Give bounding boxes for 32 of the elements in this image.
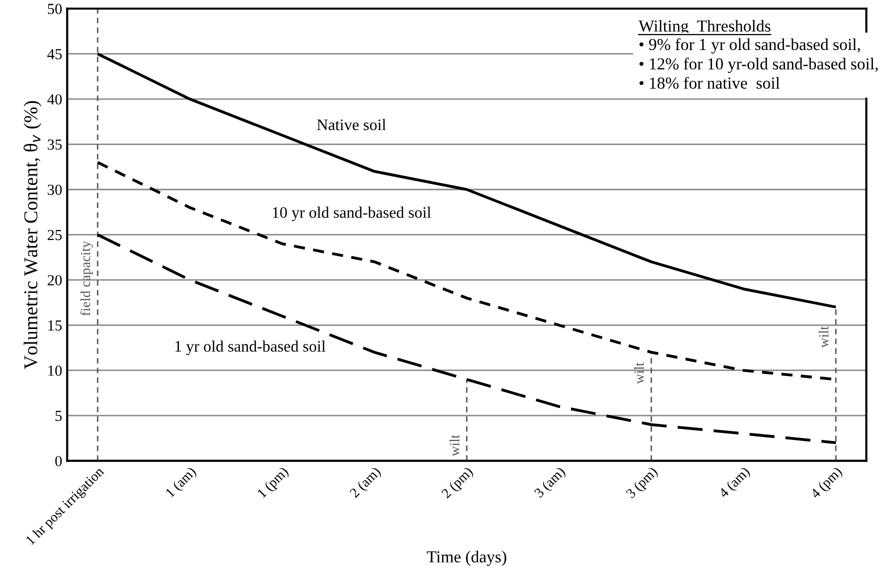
- x-tick-label: 1 (pm): [256, 466, 291, 500]
- x-tick-label: 4 (am): [718, 466, 752, 500]
- y-tick-label: 35: [48, 139, 62, 150]
- y-tick-label: 50: [48, 4, 62, 14]
- series-label: 10 yr old sand-based soil: [272, 206, 431, 222]
- x-tick-label: 4 (pm): [810, 466, 844, 501]
- annotation: • 18% for native soil: [640, 76, 780, 89]
- x-tick-label: 1 (am): [164, 466, 198, 500]
- x-tick-label: 2 (pm): [440, 466, 476, 501]
- y-tick-label: 0: [55, 456, 62, 466]
- ref-line-label: wilt: [818, 326, 828, 348]
- y-tick-label: 25: [48, 230, 62, 240]
- y-axis-title: Volumetric Water Content, θ$_{v}$ (%): [24, 101, 42, 370]
- ref-line-label: wilt: [450, 434, 460, 456]
- annotation: • 9% for 1 yr old sand-based soil,: [640, 38, 860, 54]
- series-label: Native soil: [317, 118, 386, 130]
- y-tick-label: 5: [56, 410, 62, 422]
- x-tick-label: 3 (am): [534, 466, 568, 500]
- y-tick-label: 45: [47, 49, 62, 60]
- annotation: Wilting Thresholds: [638, 20, 770, 36]
- x-tick-label: 2 (am): [349, 466, 383, 500]
- ref-line-label: wilt: [634, 362, 644, 384]
- y-tick-label: 10: [48, 366, 62, 376]
- y-tick-label: 20: [48, 275, 62, 286]
- x-axis-title: Time (days): [426, 550, 506, 566]
- y-tick-label: 15: [48, 320, 62, 331]
- annotation: • 12% for 10 yr-old sand-based soil,: [640, 58, 878, 73]
- x-tick-label: 3 (pm): [625, 466, 660, 501]
- y-tick-label: 30: [48, 184, 62, 195]
- ref-line-label: field capacity: [80, 240, 94, 316]
- series-label: 1 yr old sand-based soil: [175, 340, 326, 356]
- y-tick-label: 40: [47, 94, 62, 105]
